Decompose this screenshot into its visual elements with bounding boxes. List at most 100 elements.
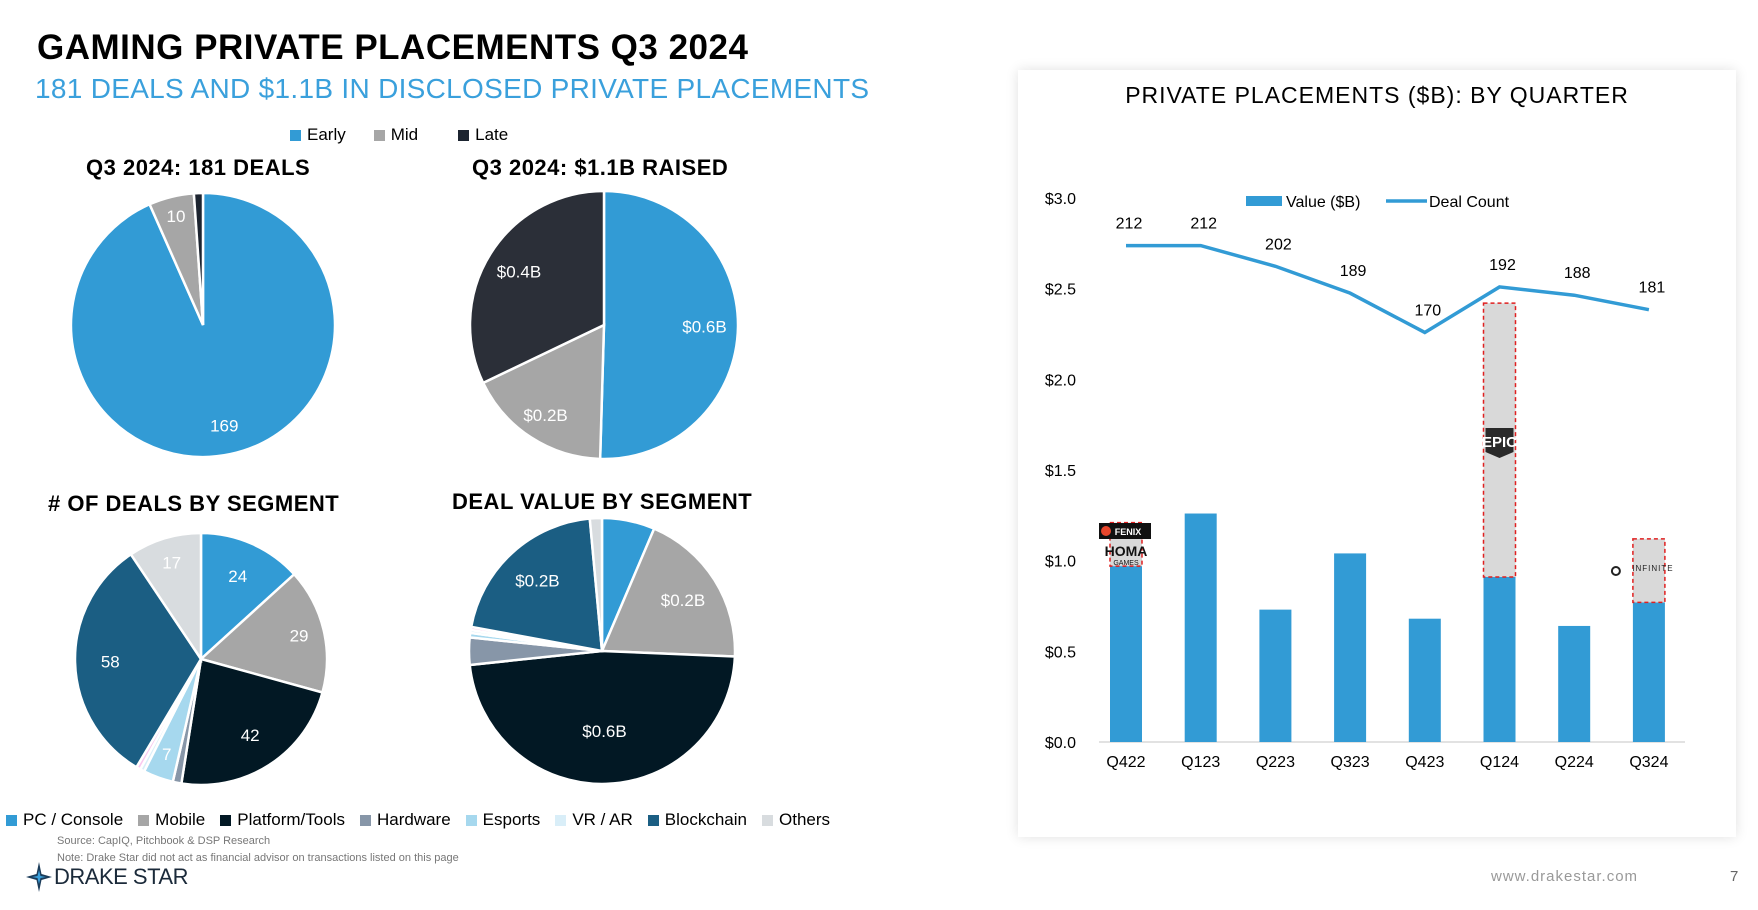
pie-data-label: 24 [228,567,247,586]
pie-data-label: $0.4B [497,262,541,281]
y-tick-label: $1.5 [1045,463,1076,480]
x-tick-label: Q422 [1106,754,1145,771]
epic-games-logo [1485,428,1514,458]
pie-slice-others [129,531,203,664]
infinite-reality-logo: INFINITE [1632,564,1673,573]
bar-Q423 [1408,618,1441,742]
legend-label: Early [307,125,346,144]
highlight-bar-Q324 [1632,538,1666,604]
source-note: Source: CapIQ, Pitchbook & DSP Research [57,835,271,847]
page-number: 7 [1730,868,1739,885]
deal-count-label: 181 [1639,280,1666,297]
pie-slice-pc-console [199,531,297,662]
deal-count-label: 212 [1116,216,1143,233]
pie-data-label: $0.2B [523,406,567,425]
infinite-reality-logo-icon [1610,566,1621,576]
legend-label: Mobile [155,810,206,829]
legend-label: Mid [390,125,419,144]
pie-chart-3: $0.2B $0.6B $0.2B [467,516,737,786]
fenix-games-logo-icon [1101,526,1111,536]
x-tick-label: Q423 [1405,754,1444,771]
pie-slice-platform-tools [179,657,325,787]
homa-games-logo: HOMA [1105,543,1148,559]
legend-swatch [555,814,567,826]
legend-item-late: Late [458,125,508,145]
pie-data-label: 42 [241,726,260,745]
legend-label-value: Value ($B) [1286,194,1360,211]
bar-Q224 [1558,625,1591,742]
disclaimer-note: Note: Drake Star did not act as financia… [57,852,459,864]
legend-swatch [458,129,470,141]
legend-item-blockchain: Blockchain [647,810,747,830]
legend-swatch [6,814,17,826]
legend-swatch-value [1246,196,1282,206]
deal-count-label: 170 [1414,302,1441,319]
legend-item-others: Others [762,810,830,830]
legend-item-early: Early [290,125,346,145]
bar-chart-title: PRIVATE PLACEMENTS ($B): BY QUARTER [1125,82,1629,108]
legend-item-hardware: Hardware [359,810,451,830]
legend-swatch [465,814,477,826]
legend-label: Blockchain [664,810,747,829]
bar-Q223 [1259,609,1292,742]
x-tick-label: Q124 [1480,754,1519,771]
bar-Q124 [1483,576,1516,742]
pie-title-deals: Q3 2024: 181 DEALS [86,155,311,180]
legend-swatch [647,814,659,826]
deal-count-label: 212 [1190,216,1217,233]
pie-slice-late [192,191,205,326]
y-tick-label: $0.0 [1045,735,1076,752]
pie-data-label: $0.6B [582,722,626,741]
legend-label: Others [779,810,831,829]
legend-label: Platform/Tools [237,810,345,829]
y-tick-label: $1.0 [1045,554,1076,571]
pie-data-label: 17 [162,554,181,573]
homa-games-logo-sub: GAMES [1113,560,1139,567]
y-tick-label: $2.5 [1045,282,1076,299]
pie-slice-others [588,516,604,652]
legend-item-esports: Esports [465,810,541,830]
legend-item-vr-ar: VR / AR [555,810,633,830]
pie-title-value-segment: DEAL VALUE BY SEGMENT [452,489,753,514]
epic-games-logo-text: EPIC [1482,434,1517,451]
deal-count-label: 188 [1564,265,1591,282]
pie-data-label: $0.2B [661,591,705,610]
pie-data-label: 169 [210,417,238,436]
legend-label: Esports [482,810,541,829]
legend-label: VR / AR [572,810,633,829]
deal-count-line [1126,243,1650,335]
pie-slice-platform-tools [468,649,737,786]
legend-swatch [220,814,232,826]
segment-legend: PC / Console Mobile Platform/Tools Hardware… [6,810,845,830]
legend-label-deal-count: Deal Count [1429,194,1510,211]
x-tick-label: Q123 [1181,754,1220,771]
deal-count-label: 189 [1340,263,1367,280]
star-logo-icon [26,862,52,892]
legend-item-pc-console: PC / Console [6,810,123,830]
pie-title-deals-segment: # OF DEALS BY SEGMENT [48,491,340,516]
logo-text: DRAKE STAR [54,864,188,889]
legend-swatch [762,814,773,826]
legend-label: Hardware [376,810,451,829]
website-link[interactable]: www.drakestar.com [1491,868,1639,885]
bar-Q422 [1110,566,1142,742]
legend-item-platform-tools: Platform/Tools [220,810,345,830]
x-tick-label: Q323 [1331,754,1370,771]
legend-swatch [290,129,301,141]
pie-slice-late [468,189,606,385]
pie-title-raised: Q3 2024: $1.1B RAISED [472,155,729,180]
legend-item-mid: Mid [373,125,419,145]
pie-chart-0: 169 10 [69,191,337,459]
stage-legend: Early Mid Late [290,125,508,145]
pie-data-label: $0.6B [682,317,726,336]
pie-slice-early [598,189,740,461]
pie-chart-2: 24 29 42 7 58 17 [73,531,329,787]
fenix-games-logo [1099,523,1151,539]
legend-item-mobile: Mobile [138,810,205,830]
pie-chart-1: $0.6B $0.2B $0.4B [468,189,740,461]
drake-star-logo: DRAKE STAR [26,862,188,892]
pie-data-label: $0.2B [515,571,559,590]
pie-slice-mobile [600,527,737,658]
page-subtitle: 181 DEALS AND $1.1B IN DISCLOSED PRIVATE… [35,73,870,104]
